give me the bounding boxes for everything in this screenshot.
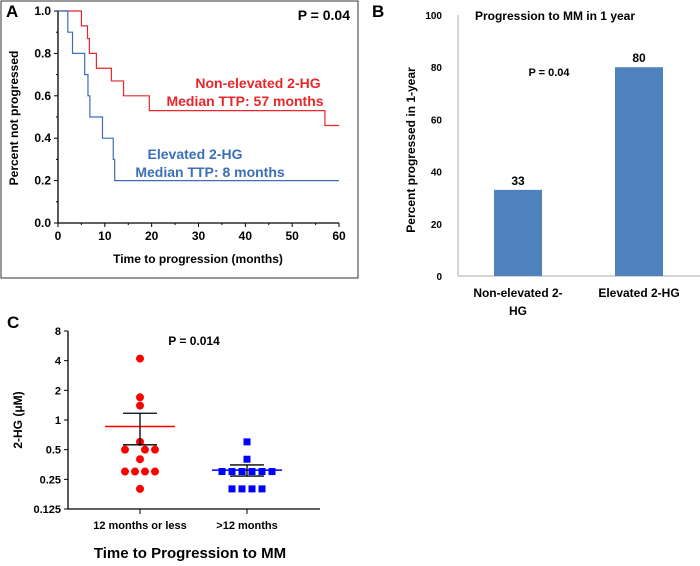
panel-b-ytick-label: 20: [431, 220, 443, 231]
data-point-1: [228, 468, 236, 476]
data-point-0: [121, 467, 129, 476]
panel-b-xtick-0a: Non-elevated 2-: [473, 286, 562, 300]
data-point-1: [228, 485, 236, 493]
panel-a-ytick-label: 0.8: [34, 46, 51, 60]
legend-elevated-median: Median TTP: 8 months: [135, 164, 285, 180]
panel-a-ytick-label: 0.6: [34, 89, 51, 103]
data-point-0: [136, 455, 144, 464]
panel-b-ytick-label: 60: [431, 115, 443, 126]
data-point-1: [243, 455, 251, 463]
panel-a-xtick-label: 40: [239, 229, 253, 243]
panel-c-pvalue: P = 0.014: [168, 334, 220, 348]
panel-c-ytick-label: 1: [55, 415, 61, 427]
data-point-1: [238, 468, 246, 476]
panel-label-c: C: [7, 313, 19, 332]
panel-b-data-label-1: 80: [632, 51, 646, 65]
data-point-0: [141, 445, 149, 454]
panel-a-xtick-label: 30: [192, 229, 206, 243]
panel-c-ytick-label: 8: [55, 326, 61, 338]
data-point-0: [136, 401, 144, 410]
panel-a-xtick-label: 10: [98, 229, 112, 243]
panel-a-pvalue: P = 0.04: [298, 7, 351, 23]
panel-c-xlabel: Time to Progression to MM: [94, 545, 286, 562]
data-point-1: [243, 438, 251, 446]
panel-c-ytick-label: 2: [55, 385, 61, 397]
bar-1: [615, 67, 663, 276]
legend-non-elevated: Non-elevated 2-HG: [195, 75, 320, 91]
panel-a-ylabel: Percent not progressed: [7, 51, 21, 186]
data-point-1: [238, 485, 246, 493]
data-point-1: [248, 485, 256, 493]
panel-c-xtick-1: >12 months: [216, 520, 277, 532]
panel-a-ytick-label: 0.4: [34, 131, 51, 145]
data-point-1: [258, 485, 266, 493]
legend-non-elevated-median: Median TTP: 57 months: [166, 93, 323, 109]
data-point-1: [258, 468, 266, 476]
data-point-0: [136, 484, 144, 493]
panel-label-b: B: [372, 2, 384, 21]
panel-a-frame: [0, 0, 359, 279]
data-point-0: [151, 467, 159, 476]
km-curve-elevated: [58, 10, 339, 182]
panel-label-a: A: [6, 2, 18, 21]
panel-a-ytick-label: 1.0: [34, 4, 51, 18]
panel-c-ytick-label: 0.125: [33, 504, 61, 516]
data-point-0: [136, 393, 144, 402]
panel-b-ytick-label: 100: [425, 11, 442, 22]
panel-b-data-label-0: 33: [511, 174, 525, 188]
panel-b-ylabel: Percent progressed in 1-year: [404, 67, 418, 233]
panel-b-ytick-label: 0: [436, 272, 442, 283]
data-point-1: [268, 468, 276, 476]
data-point-0: [141, 467, 149, 476]
panel-c-ytick-label: 0.25: [40, 474, 61, 486]
panel-c-ytick-label: 4: [55, 356, 62, 368]
panel-b-ytick-label: 40: [431, 168, 443, 179]
panel-b-ytick-label: 80: [431, 63, 443, 74]
data-point-0: [121, 445, 129, 454]
panel-b-title: Progression to MM in 1 year: [475, 9, 635, 23]
panel-a-ytick-label: 0.0: [34, 216, 51, 230]
panel-a-xtick-label: 0: [55, 229, 62, 243]
data-point-0: [136, 354, 144, 363]
panel-c-ylabel: 2-HG (μM): [11, 391, 25, 448]
panel-b-xtick-1: Elevated 2-HG: [598, 286, 679, 300]
panel-a-ytick-label: 0.2: [34, 174, 51, 188]
data-point-1: [248, 468, 256, 476]
bar-0: [494, 189, 542, 276]
panel-a-xlabel: Time to progression (months): [113, 252, 283, 266]
panel-a-xtick-label: 20: [145, 229, 159, 243]
panel-b-pvalue: P = 0.04: [528, 67, 570, 79]
panel-a-xtick-label: 50: [285, 229, 299, 243]
km-curve-non-elevated: [58, 10, 339, 127]
panel-b-xtick-0b: HG: [509, 304, 527, 318]
panel-c-ytick-label: 0.5: [46, 445, 61, 457]
data-point-1: [218, 468, 226, 476]
panel-c-xtick-0: 12 months or less: [93, 520, 187, 532]
legend-elevated: Elevated 2-HG: [148, 146, 243, 162]
data-point-0: [151, 445, 159, 454]
panel-a-xtick-label: 60: [332, 229, 346, 243]
data-point-0: [131, 467, 139, 476]
